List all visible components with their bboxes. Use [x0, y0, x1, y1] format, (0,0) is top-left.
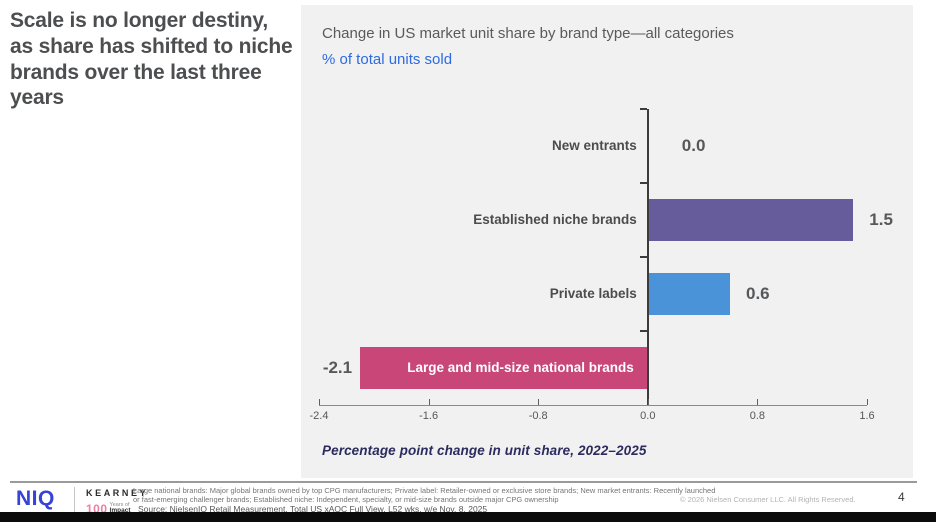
- value-label: 1.5: [869, 210, 893, 229]
- bar-established-niche-brands: [647, 199, 854, 241]
- kearney-wordmark: KEARNEY: [86, 488, 149, 498]
- x-axis-line: [319, 405, 867, 406]
- kearney-years-of: Years of: [109, 501, 130, 508]
- kearney-impact: Impact: [109, 507, 131, 515]
- y-tick-mark: [639, 330, 647, 332]
- bottom-black-bar: [0, 512, 936, 522]
- chart-subtitle: % of total units sold: [322, 51, 453, 68]
- bar-private-labels: [647, 273, 730, 315]
- footnote-line-1: Large national brands: Major global bran…: [133, 486, 716, 495]
- x-tick-mark: [538, 399, 540, 405]
- x-tick-label: 1.6: [859, 410, 875, 422]
- chart-caption: Percentage point change in unit share, 2…: [322, 443, 647, 458]
- x-tick-mark: [867, 399, 868, 405]
- page-number: 4: [898, 490, 905, 504]
- bar-large-national-brands: Large and mid-size national brands: [360, 347, 648, 389]
- value-label: 0.6: [746, 284, 770, 303]
- value-label: 0.0: [681, 136, 706, 155]
- footnote-line-2: or fast-emerging challenger brands; Esta…: [133, 495, 559, 504]
- bar-chart: New entrants Established niche brands Pr…: [301, 5, 913, 478]
- category-label: Established niche brands: [473, 212, 637, 227]
- zero-axis-line: [646, 109, 649, 405]
- chart-panel: Change in US market unit share by brand …: [301, 5, 913, 478]
- x-tick-mark: [647, 399, 649, 405]
- footnote: Large national brands: Major global bran…: [133, 486, 715, 504]
- source-note: Source: NielsenIQ Retail Measurement, To…: [138, 504, 488, 514]
- niq-logo: NIQ: [16, 487, 55, 510]
- y-tick-mark: [639, 182, 647, 184]
- y-tick-mark: [639, 256, 647, 258]
- copyright-note: © 2026 Nielsen Consumer LLC. All Rights …: [680, 495, 856, 504]
- footer-divider: [10, 481, 917, 483]
- category-label: Private labels: [549, 286, 637, 301]
- slide-title: Scale is no longer destiny, as share has…: [10, 9, 293, 110]
- x-tick-label: -2.4: [309, 410, 329, 422]
- x-tick-mark: [428, 399, 430, 405]
- chart-title: Change in US market unit share by brand …: [322, 25, 734, 42]
- x-tick-label: -0.8: [528, 410, 548, 422]
- category-label: New entrants: [552, 138, 637, 153]
- x-tick-label: 0.8: [749, 410, 766, 422]
- value-label: -2.1: [322, 358, 353, 377]
- category-label-inside-bar: Large and mid-size national brands: [407, 360, 634, 375]
- y-tick-mark: [639, 108, 647, 110]
- x-tick-label: 0.0: [640, 410, 656, 422]
- x-tick-label: -1.6: [419, 410, 439, 422]
- x-tick-mark: [757, 399, 759, 405]
- logo-divider: [74, 487, 75, 513]
- x-tick-mark: [319, 399, 320, 405]
